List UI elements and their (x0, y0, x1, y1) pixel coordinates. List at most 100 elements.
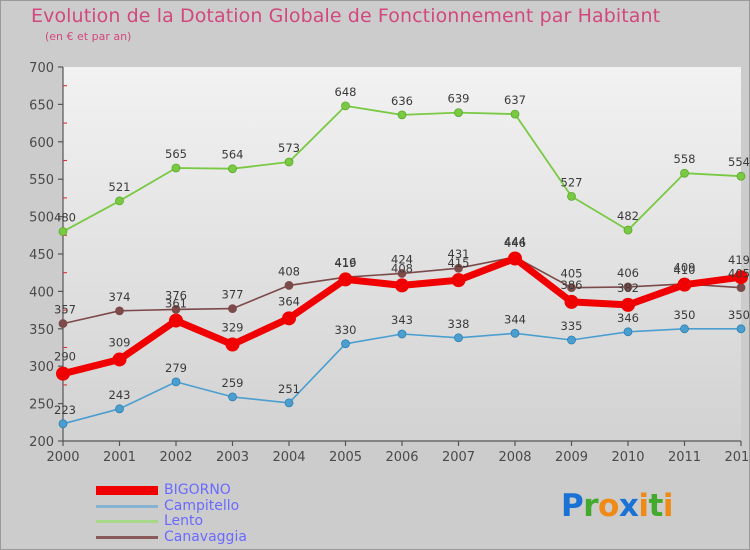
data-point[interactable] (397, 110, 407, 120)
data-label: 408 (278, 264, 300, 278)
x-tick-label: 2005 (329, 450, 362, 463)
legend-item-label: Canavaggia (164, 528, 247, 545)
data-label: 564 (222, 148, 244, 162)
data-point[interactable] (228, 392, 237, 402)
data-point[interactable] (454, 333, 463, 343)
legend-color-swatch (96, 535, 158, 539)
data-point[interactable] (680, 324, 689, 334)
x-tick-label: 2008 (498, 450, 531, 463)
data-label: 482 (617, 209, 639, 223)
data-point[interactable] (567, 283, 576, 293)
data-label: 419 (335, 256, 357, 270)
data-point[interactable] (736, 283, 746, 293)
data-point[interactable] (564, 294, 579, 309)
data-point[interactable] (623, 282, 633, 292)
data-point[interactable] (169, 313, 183, 328)
data-point[interactable] (112, 352, 127, 367)
data-label: 406 (617, 266, 639, 280)
data-point[interactable] (341, 101, 350, 111)
data-point[interactable] (508, 251, 522, 266)
data-label: 637 (504, 93, 526, 107)
legend-item[interactable]: Campitello (96, 497, 247, 515)
y-tick-label: 550 (29, 173, 54, 188)
labels-campitello: 223 243 279 259 251 330 343 338 344 335 346 350 350 (54, 308, 750, 417)
data-label: 405 (561, 267, 583, 281)
page-subtitle: (en € et par an) (45, 30, 132, 43)
data-point[interactable] (58, 319, 68, 328)
data-point[interactable] (736, 324, 746, 334)
y-tick-label: 400 (29, 285, 54, 300)
legend-color-swatch (96, 504, 158, 508)
labels-bigorno: 290 309 361 329 364 416 408 415 444 386 382 409 419 (54, 234, 750, 363)
data-point[interactable] (621, 297, 635, 312)
legend-item[interactable]: Canavaggia (96, 528, 247, 546)
data-label: 446 (504, 236, 526, 250)
data-label: 361 (165, 297, 187, 311)
data-point[interactable] (225, 337, 240, 352)
legend-item-label: Campitello (164, 497, 240, 514)
data-point[interactable] (677, 277, 692, 292)
data-point[interactable] (171, 163, 181, 173)
logo-letter: r (583, 488, 599, 524)
y-tick-label: 350 (29, 323, 54, 338)
data-label: 330 (335, 323, 357, 337)
data-point[interactable] (284, 398, 294, 408)
data-point[interactable] (58, 419, 68, 429)
legend-item[interactable]: Lento (96, 513, 247, 530)
data-label: 357 (54, 303, 76, 317)
x-tick-label: 2010 (611, 450, 644, 463)
logo-letter: o (598, 488, 619, 524)
data-point[interactable] (338, 272, 353, 287)
series-bigorno (56, 251, 748, 381)
data-point[interactable] (395, 278, 409, 293)
data-point[interactable] (454, 263, 463, 273)
data-label: 639 (448, 92, 470, 106)
data-point[interactable] (397, 329, 407, 339)
data-point[interactable] (567, 192, 576, 201)
data-label: 344 (504, 312, 526, 326)
data-point[interactable] (454, 108, 463, 118)
data-point[interactable] (282, 311, 296, 326)
x-tick-label: 2001 (103, 450, 136, 463)
y-tick-label: 250 (29, 398, 54, 413)
x-tick-label: 2011 (668, 450, 701, 463)
data-point[interactable] (228, 304, 237, 314)
data-point[interactable] (115, 196, 124, 206)
data-point[interactable] (680, 168, 689, 178)
data-label: 376 (165, 288, 187, 302)
data-label: 377 (222, 288, 244, 302)
legend-item-label: BIGORNO (164, 482, 231, 498)
data-point[interactable] (734, 270, 748, 285)
data-point[interactable] (623, 327, 633, 337)
data-point[interactable] (623, 225, 633, 235)
data-label: 410 (674, 263, 696, 277)
data-point[interactable] (510, 109, 520, 119)
logo-letter: i (662, 488, 674, 524)
data-point[interactable] (284, 281, 294, 290)
y-tick-label: 500 (29, 211, 54, 226)
data-point[interactable] (341, 339, 350, 349)
line-chart-svg: 200 250 300 350 400 450 500 550 600 650 700 2000 200… (29, 61, 750, 463)
legend-item[interactable]: BIGORNO (96, 482, 247, 499)
data-point[interactable] (58, 227, 68, 236)
data-point[interactable] (228, 164, 237, 174)
y-tick-label: 300 (29, 360, 54, 375)
data-point[interactable] (171, 304, 181, 314)
data-label: 444 (504, 234, 526, 248)
data-label: 343 (391, 313, 413, 327)
data-point[interactable] (171, 377, 181, 387)
logo-letter: x (618, 488, 639, 524)
data-point[interactable] (451, 273, 466, 288)
data-point[interactable] (567, 335, 576, 345)
data-label: 415 (448, 256, 470, 270)
data-point[interactable] (56, 366, 70, 381)
data-point[interactable] (115, 306, 124, 316)
chart-plot-area: 200 250 300 350 400 450 500 550 600 650 700 2000 200… (1, 53, 750, 463)
data-point[interactable] (510, 328, 520, 338)
data-label: 335 (561, 319, 583, 333)
x-tick-label: 2002 (159, 450, 192, 463)
data-point[interactable] (397, 269, 407, 278)
data-point[interactable] (736, 171, 746, 181)
data-point[interactable] (284, 157, 294, 167)
data-point[interactable] (115, 404, 124, 414)
